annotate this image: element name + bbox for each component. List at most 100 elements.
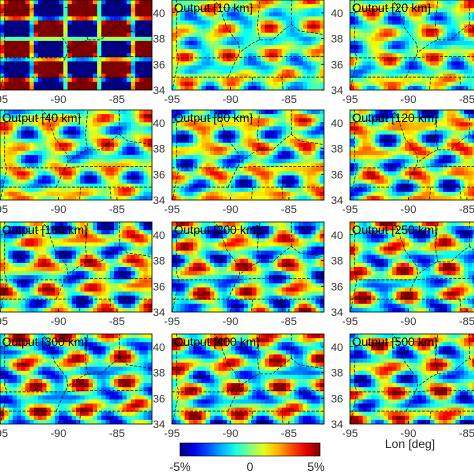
state-border-line <box>79 187 82 200</box>
heatmap-cell <box>80 195 86 200</box>
heatmap-cell <box>33 150 39 156</box>
heatmap-cell <box>21 122 26 127</box>
heatmap-cell <box>97 85 102 90</box>
heatmap-cell <box>118 53 124 58</box>
heatmap-cell <box>472 159 474 164</box>
heatmap-cell <box>54 187 60 193</box>
heatmap-cell <box>243 12 249 17</box>
heatmap-cell <box>118 85 124 90</box>
heatmap-cell <box>210 73 215 79</box>
heatmap-cell <box>350 0 355 5</box>
heatmap-cell <box>426 191 431 197</box>
heatmap-cell <box>139 167 145 172</box>
heatmap-cell <box>101 36 107 42</box>
heatmap-cell <box>29 195 35 200</box>
heatmap-cell <box>184 187 190 193</box>
heatmap-cell <box>447 53 452 58</box>
heatmap-cell <box>472 118 474 123</box>
heatmap-cell <box>413 53 419 58</box>
heatmap-cell <box>180 142 186 148</box>
heatmap-cell <box>264 85 270 90</box>
heatmap-cell <box>188 142 194 148</box>
heatmap-cell <box>118 65 124 71</box>
heatmap-cell <box>311 118 317 123</box>
heatmap-cell <box>273 155 279 160</box>
heatmap-cell <box>38 187 43 193</box>
heatmap-cell <box>383 73 389 79</box>
heatmap-cell <box>366 167 372 172</box>
heatmap-cell <box>264 175 270 181</box>
heatmap-cell <box>319 24 324 30</box>
heatmap-cell <box>400 65 406 71</box>
heatmap-cell <box>29 171 35 177</box>
heatmap-cell <box>147 12 152 17</box>
heatmap-cell <box>214 179 220 185</box>
heatmap-cell <box>214 53 220 58</box>
heatmap-cell <box>307 81 312 87</box>
heatmap-cell <box>76 32 81 38</box>
heatmap-cell <box>135 118 140 123</box>
heatmap-cell <box>442 138 448 144</box>
heatmap-cell <box>210 142 215 148</box>
heatmap-cell <box>54 65 60 71</box>
heatmap-cell <box>21 57 26 62</box>
heatmap-cell <box>430 28 436 34</box>
heatmap-cell <box>404 163 410 168</box>
heatmap-cell <box>126 28 132 34</box>
heatmap-cell <box>71 110 77 115</box>
heatmap-cell <box>92 179 98 185</box>
heatmap-cell <box>260 163 266 168</box>
heatmap-cell <box>114 146 119 152</box>
heatmap-cell <box>130 49 136 54</box>
heatmap-cell <box>350 122 355 127</box>
heatmap-cell <box>109 122 115 127</box>
heatmap-cell <box>413 155 419 160</box>
heatmap-cell <box>472 28 474 34</box>
heatmap-cell <box>143 163 149 168</box>
heatmap-cell <box>71 28 77 34</box>
heatmap-cell <box>392 40 398 46</box>
heatmap-cell <box>400 179 406 185</box>
heatmap-cell <box>97 0 102 5</box>
heatmap-cell <box>80 175 86 181</box>
heatmap-cell <box>222 191 228 197</box>
heatmap-cell <box>375 53 381 58</box>
y-tick-label: 36 <box>153 169 165 181</box>
heatmap-cell <box>256 12 262 17</box>
heatmap-cell <box>417 187 423 193</box>
heatmap-cell <box>105 183 111 189</box>
heatmap-cell <box>468 32 474 38</box>
heatmap-cell <box>430 65 436 71</box>
heatmap-cell <box>76 159 81 164</box>
heatmap-cell <box>231 118 236 123</box>
heatmap-cell <box>33 69 39 75</box>
heatmap-cell <box>88 85 94 90</box>
heatmap-cell <box>421 110 427 115</box>
heatmap-cell <box>371 32 376 38</box>
heatmap-cell <box>12 159 18 164</box>
heatmap-cell <box>210 53 215 58</box>
heatmap-cell <box>248 179 253 185</box>
heatmap-cell <box>122 167 128 172</box>
heatmap-cell <box>143 28 149 34</box>
heatmap-cell <box>118 77 124 83</box>
heatmap-cell <box>464 175 469 181</box>
heatmap-cell <box>130 4 136 9</box>
heatmap-cell <box>218 138 224 144</box>
heatmap-cell <box>12 24 18 30</box>
heatmap-cell <box>188 53 194 58</box>
heatmap-cell <box>114 12 119 17</box>
heatmap-cell <box>8 271 14 276</box>
heatmap-cell <box>188 183 194 189</box>
heatmap-cell <box>298 138 304 144</box>
heatmap-cell <box>260 195 266 200</box>
heatmap-cell <box>176 163 182 168</box>
heatmap-cell <box>472 8 474 13</box>
heatmap-cell <box>396 4 402 9</box>
heatmap-cell <box>16 24 22 30</box>
heatmap-cell <box>184 61 190 67</box>
heatmap-cell <box>388 61 393 67</box>
heatmap-cell <box>231 187 236 193</box>
heatmap-cell <box>358 187 364 193</box>
heatmap-cell <box>54 163 60 168</box>
